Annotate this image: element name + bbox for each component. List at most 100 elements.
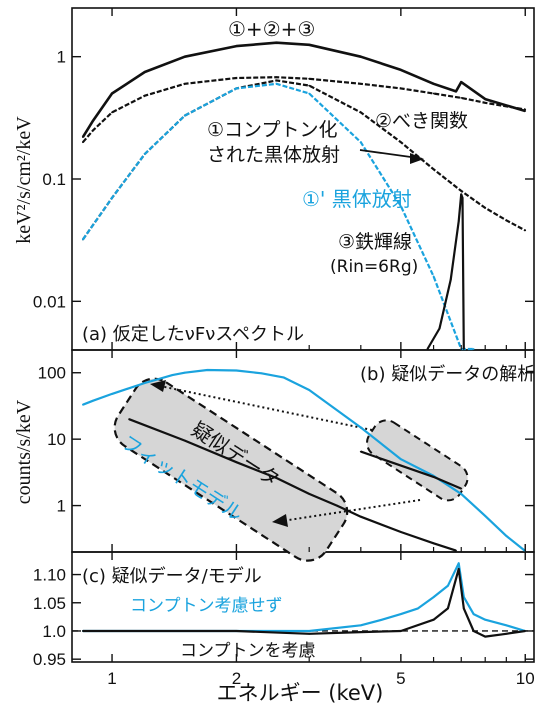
data-point <box>505 219 508 222</box>
series-line-2-1 <box>82 567 526 638</box>
y-tick-label: 1.0 <box>42 622 66 641</box>
data-point <box>92 399 94 402</box>
data-point <box>449 278 452 281</box>
series-line-1-2 <box>360 450 462 490</box>
data-point <box>460 487 463 490</box>
data-point <box>143 94 146 97</box>
data-point <box>524 108 527 111</box>
data-point <box>460 97 463 99</box>
data-point <box>359 515 362 518</box>
panel-a-plot <box>81 41 527 351</box>
compton-arrow <box>359 149 424 164</box>
label-compton-2: された黒体放射 <box>207 144 340 166</box>
y-tick-label: 10 <box>47 430 66 449</box>
panel-b-plot <box>82 368 527 552</box>
data-point <box>82 403 84 406</box>
panel-a-frame <box>71 7 535 351</box>
y-tick-label: 0.95 <box>33 650 66 669</box>
data-point <box>400 205 402 208</box>
data-point <box>336 504 338 507</box>
series-line-0-1 <box>82 76 526 143</box>
data-point <box>426 348 429 350</box>
data-point <box>128 418 131 421</box>
data-point <box>111 393 113 395</box>
x-tick-label: 1 <box>107 669 116 688</box>
data-point <box>82 238 84 241</box>
data-point <box>447 607 449 610</box>
data-point <box>457 568 460 570</box>
data-point <box>275 79 278 82</box>
label-compton-1: ①コンプトン化 <box>207 119 337 141</box>
data-point <box>143 71 146 73</box>
data-point <box>400 87 402 90</box>
y-tick-label: 100 <box>38 364 66 383</box>
data-point <box>308 84 311 87</box>
data-point <box>455 90 457 93</box>
data-point <box>505 632 508 635</box>
series-line-1-0 <box>82 368 526 552</box>
data-point <box>275 477 278 479</box>
data-point <box>524 110 527 112</box>
data-point <box>432 92 435 95</box>
data-point <box>143 382 146 384</box>
data-point <box>505 624 508 627</box>
data-point <box>400 613 402 615</box>
data-point <box>183 439 186 442</box>
series-line-1-1 <box>128 418 457 552</box>
label-no-compton: コンプトン考慮せず <box>130 596 283 616</box>
data-point <box>359 82 362 85</box>
data-point <box>524 229 527 232</box>
y-tick-label: 0.01 <box>33 292 66 311</box>
panel-b-highlight-right <box>366 419 469 502</box>
data-point <box>461 197 464 199</box>
label-sum: ①+②+③ <box>228 17 315 41</box>
data-point <box>82 630 84 632</box>
data-point <box>92 129 94 132</box>
data-point <box>359 141 362 144</box>
data-point <box>308 77 311 80</box>
data-point <box>460 190 463 192</box>
data-point <box>484 101 487 104</box>
data-point <box>432 476 435 478</box>
y-tick-label: 1.10 <box>33 566 66 585</box>
series-line-2-0 <box>82 562 526 633</box>
data-point <box>143 153 146 155</box>
data-point <box>400 630 402 632</box>
data-point <box>432 168 435 171</box>
data-point <box>183 114 186 117</box>
data-point <box>457 562 460 565</box>
panel-b-arrows <box>150 380 421 527</box>
data-point <box>308 630 311 632</box>
panel-b-label: (b) 疑似データの解析 <box>360 364 535 385</box>
data-point <box>472 348 475 350</box>
data-point <box>111 197 113 199</box>
data-point <box>275 41 278 44</box>
data-point <box>432 542 435 545</box>
data-point <box>484 98 487 100</box>
data-point <box>484 207 487 209</box>
data-point <box>111 92 113 95</box>
data-point <box>359 624 362 627</box>
x-tick-label: 10 <box>516 669 535 688</box>
x-axis-label: エネルギー (keV) <box>217 681 384 705</box>
data-point <box>359 450 362 453</box>
panel-b-highlight-left <box>113 377 349 562</box>
data-point <box>432 596 435 598</box>
data-point <box>438 327 441 330</box>
data-point <box>484 635 487 638</box>
data-point <box>359 426 362 429</box>
data-point <box>275 76 278 79</box>
data-point <box>235 369 238 372</box>
data-point <box>462 348 465 350</box>
panel-b-ylabel: counts/s/keV <box>13 399 35 504</box>
data-point <box>235 77 238 79</box>
data-point <box>455 549 457 552</box>
data-point <box>183 82 186 85</box>
x-tick-label: 5 <box>396 669 405 688</box>
y-tick-label: 1 <box>57 48 66 67</box>
data-point <box>484 515 487 517</box>
y-tick-label: 1.05 <box>33 594 66 613</box>
y-tick-label: 0.1 <box>42 170 66 189</box>
data-point <box>82 141 84 144</box>
series-line-0-4 <box>426 193 465 350</box>
